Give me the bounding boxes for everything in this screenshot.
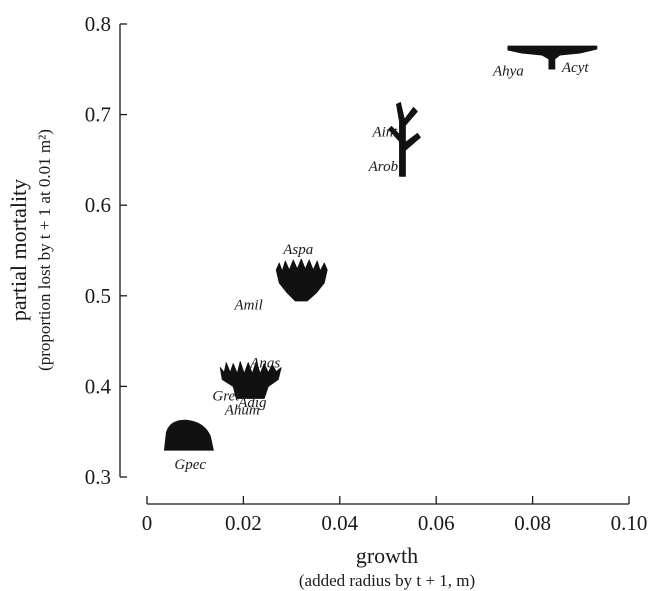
point-labels: Acyt Ahya Aint Arob Aspa Amil Anas GretAdigAhum…: [174, 60, 589, 473]
y-tick-label: 0.8: [85, 12, 111, 36]
y-tick-label: 0.3: [85, 465, 111, 489]
point-label-ahya: Ahya: [492, 64, 524, 80]
point-label-aspa: Aspa: [282, 242, 313, 258]
point-label-gret: Gret: [212, 388, 240, 404]
y-tick-label: 0.4: [85, 374, 112, 398]
coral-glyph-aspa: [275, 258, 328, 302]
x-tick-label: 0: [142, 511, 153, 535]
point-label-adig: Adig: [237, 395, 267, 411]
point-label-acyt: Acyt: [561, 60, 589, 76]
coral-glyph-gpec: [163, 419, 214, 451]
x-axis-title: growth: [356, 543, 418, 568]
x-tick-label: 0.04: [321, 511, 358, 535]
point-label-arob: Arob: [368, 159, 399, 175]
x-tick-label: 0.10: [611, 511, 648, 535]
y-axis-subtitle: (proportion lost by t + 1 at 0.01 m²): [35, 129, 54, 371]
point-label-gpec: Gpec: [174, 457, 206, 473]
x-tick-label: 0.08: [514, 511, 551, 535]
coral-glyph-anas: [219, 361, 282, 399]
y-axis-title: partial mortality: [6, 179, 31, 321]
y-tick-label: 0.5: [85, 284, 111, 308]
axes: [119, 24, 629, 505]
coral-glyph-acyt: [507, 45, 598, 70]
point-label-amil: Amil: [233, 297, 262, 313]
y-ticks: 0.3 0.4 0.5 0.6 0.7 0.8: [85, 12, 127, 489]
coral-glyphs: [163, 45, 598, 451]
point-label-anas: Anas: [249, 356, 280, 372]
x-tick-label: 0.06: [418, 511, 455, 535]
point-label-aint: Aint: [371, 124, 398, 140]
x-ticks: 0 0.02 0.04 0.06 0.08 0.10: [142, 496, 648, 535]
point-label-ahum: Ahum: [224, 402, 260, 418]
y-tick-label: 0.6: [85, 193, 111, 217]
coral-glyph-aint: [388, 101, 421, 177]
x-axis-subtitle: (added radius by t + 1, m): [299, 571, 475, 590]
x-tick-label: 0.02: [225, 511, 262, 535]
y-tick-label: 0.7: [85, 103, 111, 127]
